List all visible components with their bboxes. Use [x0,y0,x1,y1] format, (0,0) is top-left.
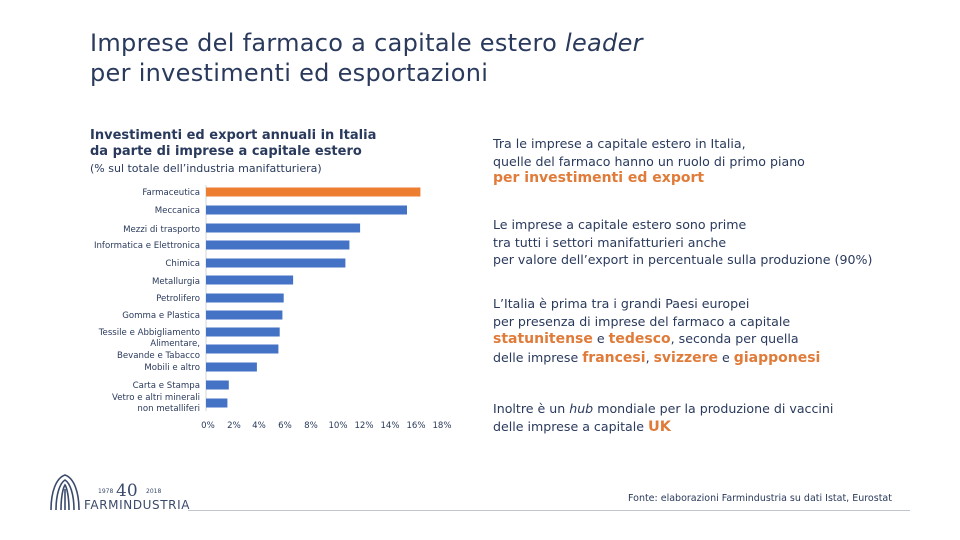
p4-uk: UK [647,418,671,435]
source-note: Fonte: elaborazioni Farmindustria su dat… [628,493,892,504]
p4-post: mondiale per la produzione di vaccini [593,401,834,416]
x-tick-label-1: 2% [227,421,241,431]
p3-francesi: francesi [582,349,646,366]
x-tick-label-3: 6% [278,421,292,431]
p2-line3: per valore dell’export in percentuale su… [493,252,873,267]
x-tick-label-7: 14% [380,421,399,431]
p3-line2: per presenza di imprese del farmaco a ca… [493,313,791,329]
category-label-2: Mezzi di trasporto [123,225,200,235]
title-line1: Imprese del farmaco a capitale estero [90,29,566,57]
p4-pre: Inoltre è un [493,401,570,416]
footer-divider [188,510,910,511]
p3-tedesco: tedesco [608,331,671,347]
p3-svizzere: svizzere [653,349,719,366]
p3-statunitense: statunitense [493,331,593,347]
bar-6 [206,293,284,303]
bar-2 [206,223,361,233]
logo-name: FARMINDUSTRIA [84,498,191,512]
logo-year-start: 1978 [98,488,114,495]
bar-8 [206,327,280,337]
x-tick-label-5: 10% [328,421,347,431]
p4-line2: delle imprese a capitale UK [493,418,933,437]
p3-giapponesi: giapponesi [733,349,821,366]
p4-pre2: delle imprese a capitale [493,418,648,434]
paragraph-3: L’Italia è prima tra i grandi Paesi euro… [493,295,933,367]
category-label-12-0: Vetro e altri minerali [112,393,200,403]
p3-pre: delle imprese [493,349,583,365]
bar-0 [206,187,421,197]
bar-12 [206,398,228,408]
logo-year-end: 2018 [146,488,162,495]
p3-line1: L’Italia è prima tra i grandi Paesi euro… [493,296,750,311]
category-label-5: Metallurgia [152,277,200,287]
bar-chart: Farmaceutica Meccanica Mezzi di trasporto I… [94,185,452,431]
paragraph-4: Inoltre è un hub mondiale per la produzi… [493,400,933,436]
bar-9 [206,344,279,354]
title-italic-word: leader [565,29,643,57]
p3-e: e [718,349,734,365]
category-label-6: Petrolifero [156,294,200,304]
chart-title: Investimenti ed export annuali in Italia… [90,128,377,159]
bar-10 [206,362,257,372]
x-tick-label-6: 12% [354,421,373,431]
title-line2: per investimenti ed esportazioni [90,59,489,87]
bar-3 [206,240,350,250]
category-label-1: Meccanica [155,206,200,216]
chart-subtitle: (% sul totale dell’industria manifatturi… [90,162,322,175]
p1-line2: quelle del farmaco hanno un ruolo di pri… [493,153,805,169]
x-tick-label-8: 16% [406,421,425,431]
p3-line3: statunitense e tedesco, seconda per quel… [493,330,933,349]
p3-and: e [592,331,609,346]
p4-line1: Inoltre è un hub mondiale per la produzi… [493,400,933,418]
x-tick-label-0: 0% [201,421,215,431]
category-label-9-0: Alimentare, [150,339,200,349]
farmindustria-logo-icon [50,474,80,511]
x-tick-label-9: 18% [432,421,451,431]
category-label-12-1: non metalliferi [137,404,200,414]
x-tick-label-2: 4% [252,421,266,431]
paragraph-1: Tra le imprese a capitale estero in Ital… [493,135,933,188]
bar-4 [206,258,346,268]
category-label-7: Gomma e Plastica [122,311,200,321]
slide-title: Imprese del farmaco a capitale estero le… [90,28,643,88]
logo-number: 40 [116,481,138,501]
p2-line1: Le imprese a capitale estero sono prime [493,217,747,232]
p1-highlight: per investimenti ed export [493,170,705,186]
bar-11 [206,380,229,390]
category-label-8: Tessile e Abbigliamento [98,328,200,338]
category-label-11: Carta e Stampa [133,381,200,391]
category-label-4: Chimica [165,259,200,269]
category-label-10: Mobili e altro [144,363,200,373]
p2-line2: tra tutti i settori manifatturieri anche [493,234,727,250]
p1-line1: Tra le imprese a capitale estero in Ital… [493,136,746,151]
bar-7 [206,310,283,320]
category-label-0: Farmaceutica [142,188,200,198]
p4-hub: hub [569,401,594,416]
p3-line4: delle imprese francesi, svizzere e giapp… [493,349,933,368]
x-tick-label-4: 8% [304,421,318,431]
p3-comma: , [645,349,654,365]
bar-5 [206,275,294,285]
paragraph-2: Le imprese a capitale estero sono prime … [493,216,933,269]
category-label-9-1: Bevande e Tabacco [117,351,200,361]
chart-header: Investimenti ed export annuali in Italia… [90,128,390,175]
bar-1 [206,205,407,215]
category-label-3: Informatica e Elettronica [94,241,200,251]
p3-rest: , seconda per quella [670,331,799,346]
